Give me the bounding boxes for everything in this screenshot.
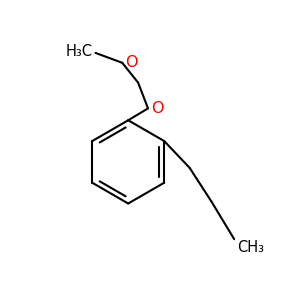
Text: CH₃: CH₃ xyxy=(237,240,264,255)
Text: O: O xyxy=(151,101,164,116)
Text: H₃C: H₃C xyxy=(65,44,92,59)
Text: O: O xyxy=(125,55,138,70)
